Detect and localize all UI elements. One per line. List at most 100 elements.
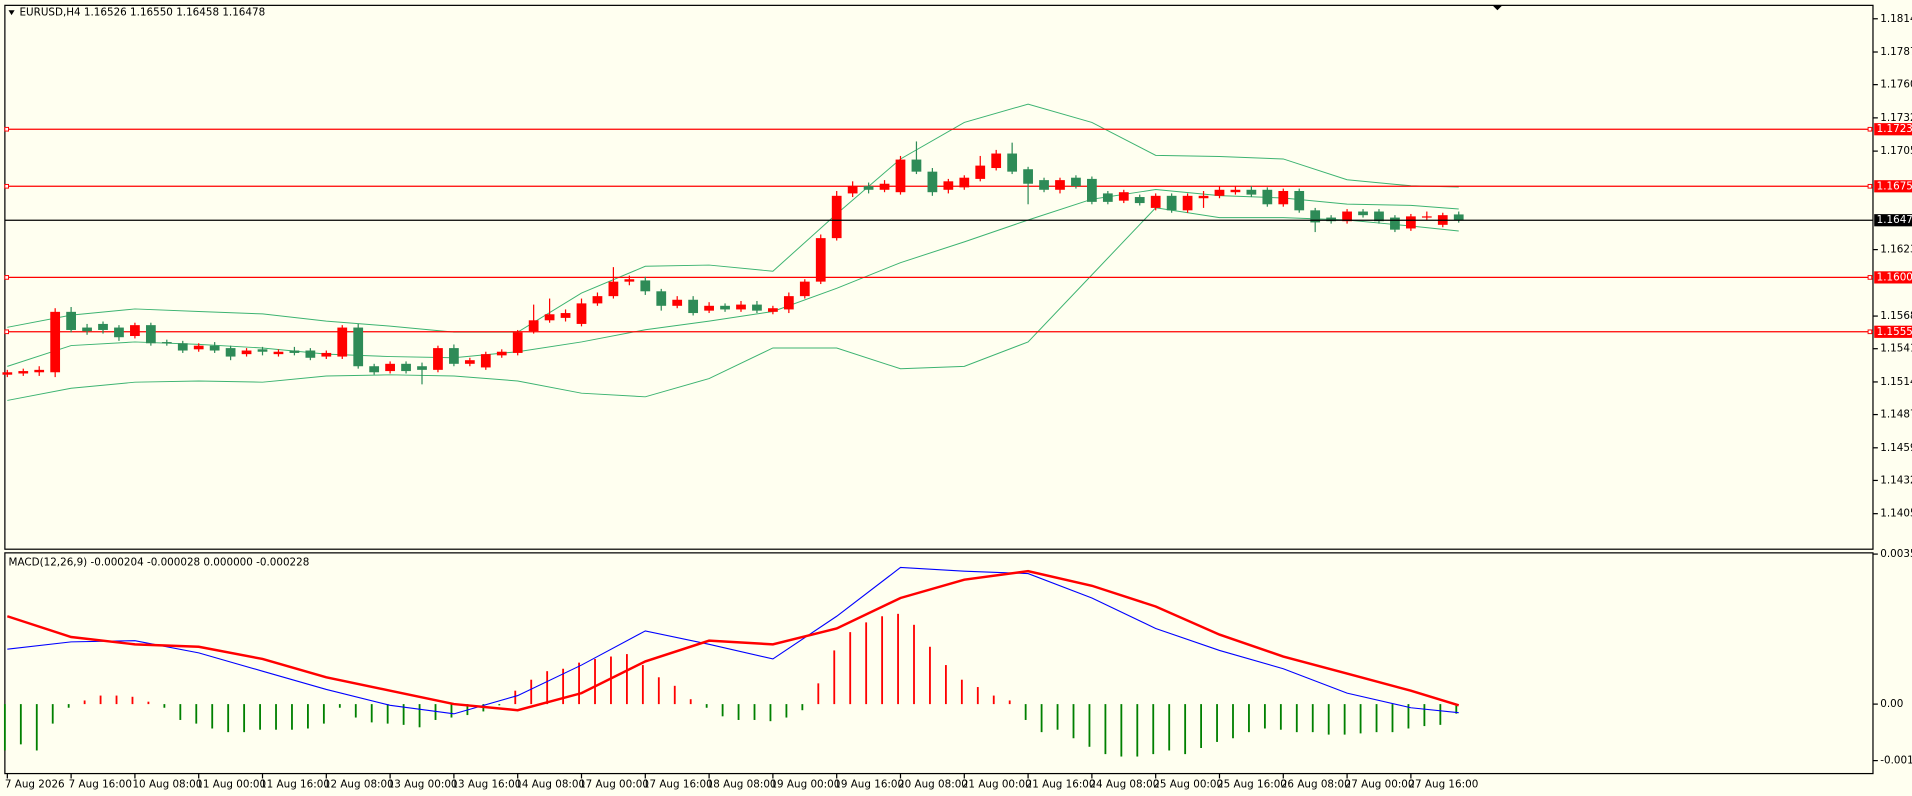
candle-body	[1055, 180, 1065, 190]
y-tick-label: 0.003585	[1880, 548, 1912, 560]
candle-body	[1007, 153, 1018, 172]
candle-body	[1406, 216, 1416, 229]
candle-body	[161, 342, 172, 344]
candle-body	[512, 332, 523, 353]
candle-body	[1390, 217, 1400, 230]
candle-body	[847, 186, 858, 194]
candle-body	[975, 165, 986, 179]
band-lower	[7, 207, 1459, 401]
candle-body	[145, 325, 156, 344]
candle-body	[815, 238, 826, 282]
candle-body	[704, 305, 714, 311]
level-label: 1.16005	[1877, 271, 1912, 283]
x-tick-label: 10 Aug 08:00	[132, 779, 202, 791]
symbol-header: EURUSD,H4 1.16526 1.16550 1.16458 1.1647…	[20, 7, 266, 19]
level-label-box	[1874, 180, 1912, 193]
candle-body	[1246, 189, 1257, 195]
x-tick-label: 13 Aug 16:00	[451, 779, 521, 791]
candle-body	[241, 350, 252, 355]
candle-body	[831, 195, 842, 239]
candle-body	[528, 320, 539, 332]
level-handle	[4, 275, 10, 280]
candle-body	[1262, 189, 1273, 205]
candle-body	[369, 366, 380, 373]
y-tick-label: 1.17325	[1880, 112, 1912, 124]
candle-body	[927, 171, 938, 193]
x-tick-label: 25 Aug 16:00	[1217, 779, 1287, 791]
candle-body	[2, 372, 13, 375]
candle-body	[672, 299, 683, 306]
candle-body	[401, 363, 411, 372]
x-tick-label: 11 Aug 00:00	[196, 779, 266, 791]
y-tick-label: 1.17050	[1880, 145, 1912, 157]
candle-body	[592, 296, 603, 304]
candle-body	[193, 345, 204, 350]
x-tick-label: 27 Aug 00:00	[1345, 779, 1415, 791]
candle-body	[640, 280, 651, 292]
candle-body	[1453, 214, 1464, 221]
x-tick-label: 13 Aug 00:00	[388, 779, 458, 791]
candle-body	[1166, 195, 1177, 211]
candle-body	[34, 369, 45, 373]
candle-body	[289, 350, 300, 353]
macd-signal-line	[6, 569, 1460, 712]
shift-marker[interactable]	[1492, 5, 1503, 11]
candle-body	[464, 360, 475, 364]
candle-body	[1278, 190, 1289, 205]
level-label-box	[1874, 123, 1912, 136]
y-tick-label: 1.14870	[1880, 409, 1912, 421]
candle-body	[576, 303, 587, 324]
candle-body	[18, 371, 29, 374]
x-tick-label: 21 Aug 16:00	[1026, 779, 1096, 791]
candle-body	[1039, 180, 1049, 190]
candle-body	[863, 186, 874, 190]
level-handle	[1867, 275, 1873, 280]
candle-body	[783, 296, 794, 310]
band-middle	[7, 189, 1459, 367]
y-tick-label: 1.17870	[1880, 46, 1912, 58]
candle-body	[177, 343, 188, 351]
candle-body	[1230, 189, 1241, 193]
candle-body	[1421, 216, 1432, 218]
y-tick-label: 1.15415	[1880, 343, 1912, 355]
candle-body	[433, 348, 443, 370]
candle-body	[273, 351, 284, 355]
level-handle	[1867, 183, 1873, 189]
level-label: 1.16759	[1877, 180, 1912, 192]
level-label-box	[1874, 271, 1912, 284]
macd-main-line	[7, 566, 1459, 715]
y-tick-label: 0.00	[1880, 698, 1903, 710]
candle-body	[752, 304, 762, 311]
candle-body	[257, 349, 268, 352]
candle-body	[1310, 210, 1321, 223]
level-handle	[4, 329, 10, 335]
menu-arrow[interactable]	[8, 10, 15, 16]
candle-body	[496, 351, 507, 356]
candle-body	[449, 348, 459, 364]
x-tick-label: 17 Aug 16:00	[643, 779, 713, 791]
y-tick-label: 1.14595	[1880, 442, 1912, 454]
candle-body	[1023, 169, 1033, 184]
candle-body	[720, 305, 730, 310]
candle-body	[1342, 211, 1352, 222]
x-tick-label: 11 Aug 16:00	[260, 779, 330, 791]
candle-body	[991, 153, 1002, 169]
level-handle	[1867, 126, 1873, 132]
candle-body	[560, 313, 571, 318]
candle-body	[337, 327, 348, 357]
price-label-box	[1874, 214, 1912, 227]
candle-body	[353, 327, 364, 367]
candle-body	[98, 323, 108, 330]
candle-body	[305, 350, 316, 358]
candle-body	[1071, 177, 1081, 187]
candle-body	[1118, 192, 1129, 201]
y-tick-label: 1.18145	[1880, 13, 1912, 25]
candle-body	[417, 366, 427, 370]
candle-body	[895, 159, 906, 193]
candle-body	[768, 308, 778, 312]
y-tick-label: 1.16235	[1880, 244, 1912, 256]
candle-body	[879, 183, 890, 190]
x-tick-label: 7 Aug 16:00	[69, 779, 132, 791]
level-label-box	[1874, 325, 1912, 338]
